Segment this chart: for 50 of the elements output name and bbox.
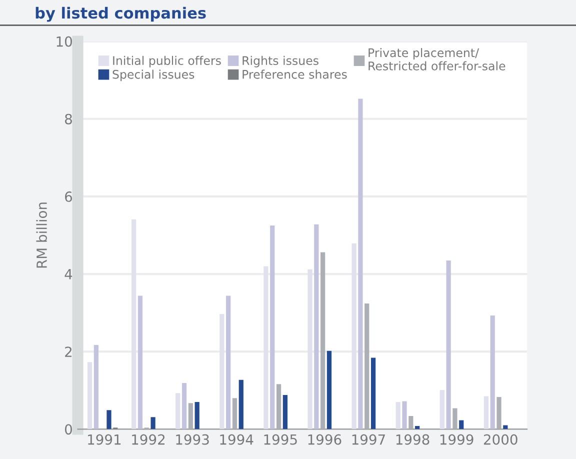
- bar: [358, 98, 363, 430]
- bar: [94, 345, 98, 430]
- bar: [150, 417, 156, 430]
- bar: [238, 380, 244, 430]
- bar: [326, 350, 332, 430]
- bar: [182, 383, 187, 430]
- bar: [408, 416, 414, 430]
- bar: [270, 226, 275, 430]
- bar: [226, 296, 231, 430]
- legend-label: Special issues: [112, 70, 194, 82]
- x-tick-label: 1991: [88, 434, 121, 445]
- y-tick-label: 2: [65, 346, 72, 357]
- x-tick-label: 2000: [484, 434, 518, 445]
- bar: [415, 426, 420, 430]
- x-tick-label: 1994: [220, 434, 254, 445]
- bar: [106, 410, 112, 430]
- bar: [459, 420, 464, 430]
- bar: [282, 395, 288, 430]
- bar: [402, 401, 407, 430]
- y-axis-title: RM billion: [36, 202, 47, 268]
- legend-label: Private placement/ Restricted offer-for-sale: [368, 48, 506, 70]
- chart-title: by listed companies: [36, 6, 206, 22]
- x-tick-label: 1992: [132, 434, 165, 445]
- bar: [276, 384, 282, 430]
- bar: [452, 408, 458, 430]
- bar: [194, 402, 200, 430]
- x-tick-label: 1997: [352, 434, 385, 445]
- bar: [314, 224, 319, 430]
- bar: [232, 398, 238, 430]
- x-tick-label: 1996: [308, 434, 342, 445]
- legend-label: Preference shares: [242, 70, 347, 79]
- x-tick-label: 1999: [440, 434, 474, 445]
- bar: [188, 403, 193, 430]
- bar: [446, 260, 451, 430]
- legend-label: Initial public offers: [113, 56, 221, 68]
- x-tick-label: 1995: [264, 434, 297, 445]
- y-tick-label: 6: [65, 191, 72, 202]
- y-tick-label: 0: [64, 424, 72, 435]
- legend-label: Rights issues: [242, 56, 318, 68]
- x-tick-label: 1998: [396, 434, 430, 445]
- bar: [496, 396, 502, 430]
- bar: [138, 296, 143, 430]
- bar: [370, 358, 376, 430]
- y-tick-label: 4: [64, 269, 72, 280]
- y-tick-label: 10: [56, 36, 72, 47]
- bar: [320, 252, 326, 430]
- bar: [364, 304, 370, 430]
- bar: [490, 316, 495, 430]
- y-tick-label: 8: [65, 114, 72, 124]
- x-tick-label: 1993: [176, 434, 209, 445]
